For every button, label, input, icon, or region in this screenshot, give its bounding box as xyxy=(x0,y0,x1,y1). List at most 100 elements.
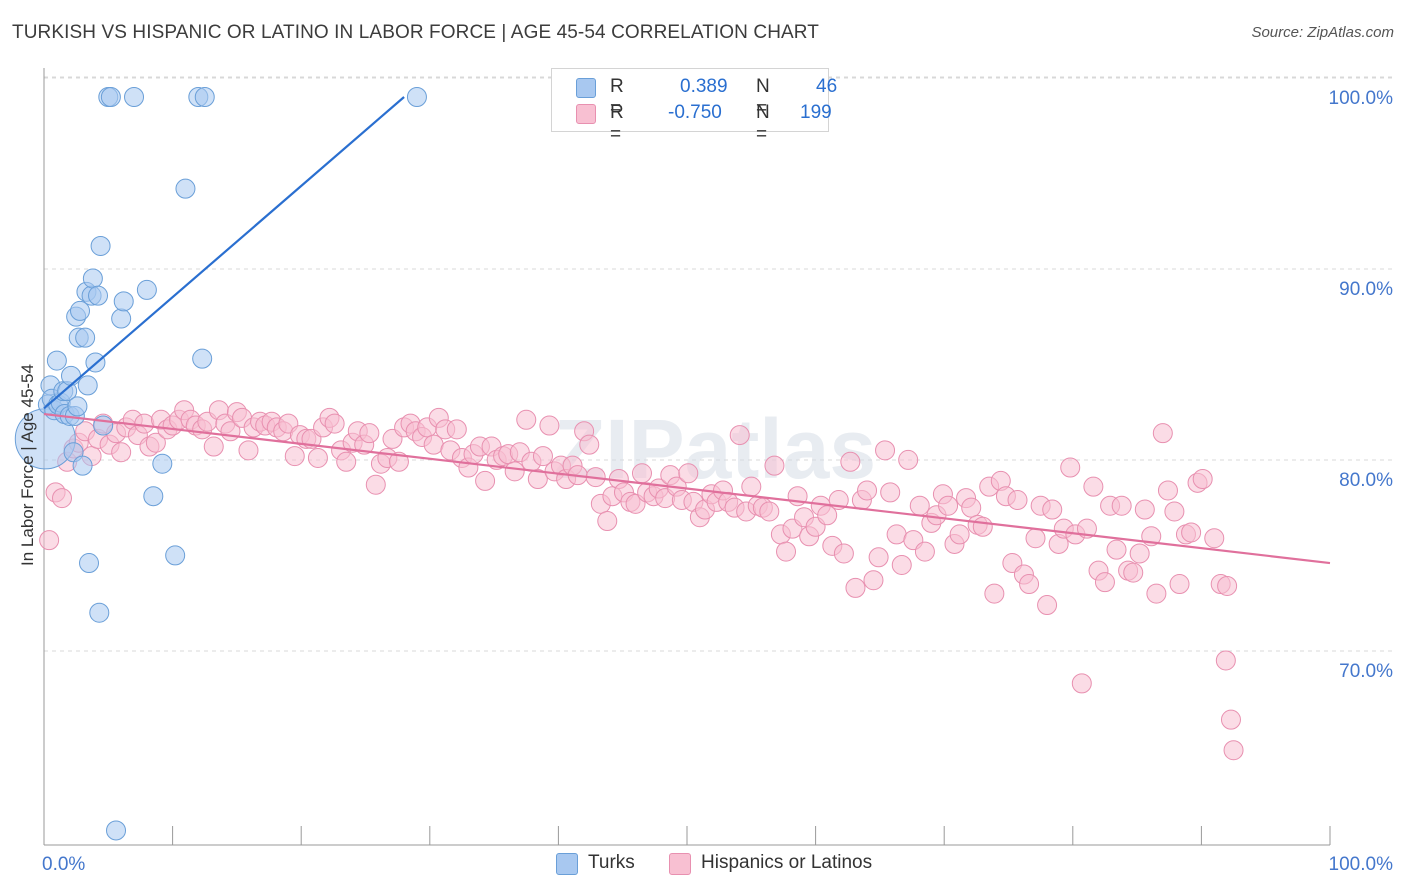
hispanics-point xyxy=(597,511,618,532)
hispanics-point xyxy=(1169,574,1190,595)
legend-label-turks: Turks xyxy=(588,852,635,873)
hispanics-point xyxy=(741,476,762,497)
turks-point xyxy=(136,279,157,300)
hispanics-point xyxy=(475,470,496,491)
hispanics-point xyxy=(359,423,380,444)
hispanics-point xyxy=(875,440,896,461)
hispanics-point xyxy=(1025,528,1046,549)
turks-point xyxy=(194,87,215,107)
turks-point xyxy=(152,453,173,474)
hispanics-point xyxy=(938,495,959,516)
legend-r-value: 0.389 xyxy=(680,76,728,97)
turks-point xyxy=(175,178,196,199)
hispanics-point xyxy=(446,419,467,440)
hispanics-point xyxy=(324,413,345,434)
hispanics-point xyxy=(1164,501,1185,522)
legend-r-value: -0.750 xyxy=(668,102,722,123)
turks-swatch xyxy=(556,853,578,875)
hispanics-point xyxy=(1204,528,1225,549)
legend-n-value: 46 xyxy=(816,76,838,97)
turks-point xyxy=(82,268,103,289)
turks-point xyxy=(67,396,88,417)
hispanics-point xyxy=(539,415,560,436)
hispanics-point xyxy=(1037,595,1058,616)
correlation-legend: R = 0.389 N = 46 R = -0.750 N = 199 xyxy=(551,68,837,145)
hispanics-swatch xyxy=(576,104,596,124)
turks-point xyxy=(89,602,110,623)
turks-point xyxy=(88,285,109,306)
hispanics-point xyxy=(1134,499,1155,520)
turks-point xyxy=(106,820,127,841)
hispanics-point xyxy=(1217,575,1238,596)
hispanics-point xyxy=(914,541,935,562)
source-credit: Source: ZipAtlas.com xyxy=(1251,24,1394,41)
turks-point xyxy=(165,545,186,566)
y-tick-label: 70.0% xyxy=(1339,661,1393,682)
hispanics-point xyxy=(203,436,224,457)
hispanics-point xyxy=(949,524,970,545)
hispanics-point xyxy=(1111,495,1132,516)
hispanics-point xyxy=(1019,574,1040,595)
hispanics-point xyxy=(504,461,525,482)
turks-point xyxy=(192,348,213,369)
x-tick-label: 0.0% xyxy=(42,854,85,875)
hispanics-point xyxy=(527,469,548,489)
turks-swatch xyxy=(576,78,596,98)
hispanics-point xyxy=(1157,480,1178,501)
hispanics-point xyxy=(336,451,357,472)
y-tick-label: 90.0% xyxy=(1339,279,1393,300)
hispanics-point xyxy=(776,541,797,562)
hispanics-point xyxy=(1007,490,1028,511)
chart-title: TURKISH VS HISPANIC OR LATINO IN LABOR F… xyxy=(12,22,819,43)
hispanics-point xyxy=(857,480,878,501)
hispanics-point xyxy=(1071,673,1092,694)
hispanics-point xyxy=(111,442,132,463)
hispanics-point xyxy=(833,543,854,564)
hispanics-point xyxy=(961,497,982,518)
hispanics-point xyxy=(284,446,305,467)
hispanics-point xyxy=(1152,423,1173,444)
tick-labels: 70.0% 80.0% 90.0% 100.0% 0.0% 100.0% xyxy=(42,88,1393,875)
turks-point xyxy=(46,350,67,371)
hispanics-point xyxy=(764,455,785,476)
hispanics-point xyxy=(631,463,652,484)
hispanics-point xyxy=(972,516,993,537)
hispanics-point xyxy=(1223,740,1244,761)
turks-point xyxy=(124,87,145,107)
hispanics-point xyxy=(579,434,600,455)
hispanics-point xyxy=(880,482,901,503)
hispanics-point xyxy=(516,409,537,430)
turks-point xyxy=(77,375,98,396)
turks-point xyxy=(100,87,121,107)
hispanics-point xyxy=(1181,522,1202,543)
hispanics-point xyxy=(388,451,409,472)
hispanics-point xyxy=(759,501,780,522)
y-axis-label: In Labor Force | Age 45-54 xyxy=(18,364,37,566)
hispanics-point xyxy=(868,547,889,568)
hispanics-point xyxy=(729,425,750,446)
turks-point xyxy=(111,308,132,329)
turks-points xyxy=(14,87,427,841)
hispanics-point xyxy=(1042,499,1063,520)
y-tick-label: 100.0% xyxy=(1329,88,1394,109)
hispanics-point xyxy=(984,583,1005,604)
hispanics-point xyxy=(886,524,907,545)
hispanics-point xyxy=(678,463,699,484)
hispanics-point xyxy=(909,495,930,516)
hispanics-points xyxy=(39,400,1244,761)
turks-point xyxy=(72,455,93,476)
legend-n-value: 199 xyxy=(800,102,832,123)
trend-lines xyxy=(43,96,1331,565)
hispanics-point xyxy=(1192,469,1213,489)
legend-r-label: R = xyxy=(610,102,624,145)
hispanics-point xyxy=(134,413,155,434)
hispanics-point xyxy=(1220,709,1241,730)
y-tick-label: 80.0% xyxy=(1339,470,1393,491)
turks-point xyxy=(61,365,82,386)
turks-point xyxy=(70,300,91,321)
hispanics-point xyxy=(39,530,60,551)
turks-point xyxy=(93,415,114,436)
hispanics-point xyxy=(307,447,328,468)
hispanics-point xyxy=(238,440,259,461)
